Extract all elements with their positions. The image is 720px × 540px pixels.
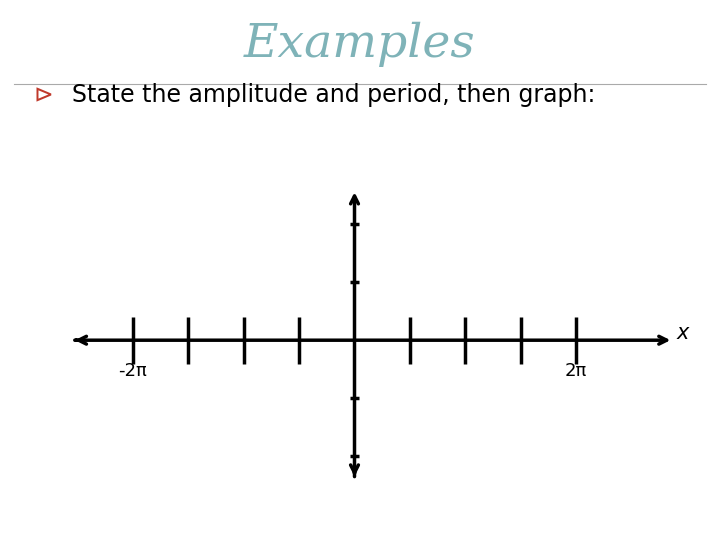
Text: State the amplitude and period, then graph:: State the amplitude and period, then gra… xyxy=(72,83,595,106)
Text: $y = -\sin\!\left(x + \dfrac{\pi}{2}\right)$: $y = -\sin\!\left(x + \dfrac{\pi}{2}\rig… xyxy=(59,152,272,199)
Text: Examples: Examples xyxy=(244,22,476,67)
Text: -2π: -2π xyxy=(119,362,148,380)
Text: 2π: 2π xyxy=(565,362,588,380)
Text: x: x xyxy=(677,323,689,343)
Text: $\vartriangleright$: $\vartriangleright$ xyxy=(29,84,53,107)
